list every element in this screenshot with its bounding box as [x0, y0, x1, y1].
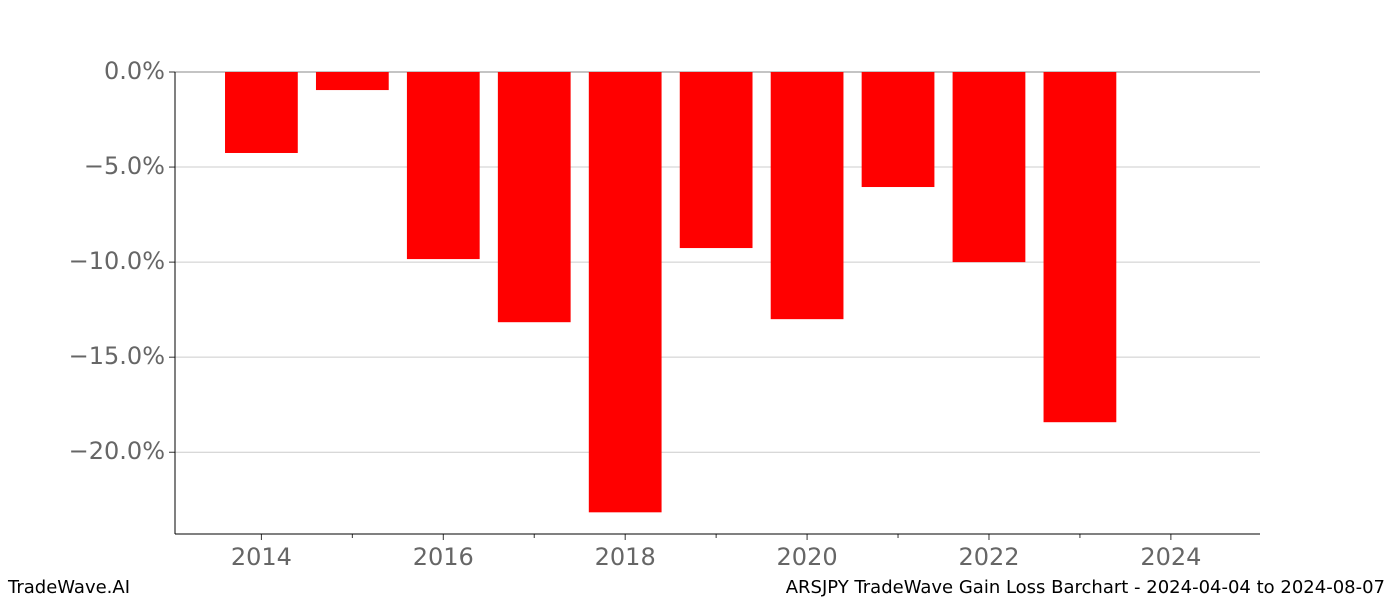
x-tick-label: 2022: [958, 543, 1019, 571]
x-tick-label: 2024: [1140, 543, 1201, 571]
y-tick-label: −5.0%: [84, 152, 165, 180]
x-tick-label: 2014: [231, 543, 292, 571]
footer-right: ARSJPY TradeWave Gain Loss Barchart - 20…: [786, 577, 1385, 598]
x-tick-label: 2020: [777, 543, 838, 571]
footer-left: TradeWave.AI: [7, 577, 130, 598]
bar: [497, 72, 571, 323]
bar: [679, 72, 753, 249]
bar: [588, 72, 662, 513]
bar: [770, 72, 844, 320]
bar: [225, 72, 298, 153]
y-tick-label: −15.0%: [69, 342, 165, 370]
bar: [952, 72, 1026, 263]
x-tick-label: 2016: [413, 543, 474, 571]
bar: [1043, 72, 1117, 423]
y-tick-label: −10.0%: [69, 247, 165, 275]
y-tick-label: 0.0%: [104, 57, 165, 85]
bar: [861, 72, 935, 188]
bar: [406, 72, 480, 260]
x-tick-label: 2018: [595, 543, 656, 571]
bar: [315, 72, 389, 91]
y-tick-label: −20.0%: [69, 437, 165, 465]
